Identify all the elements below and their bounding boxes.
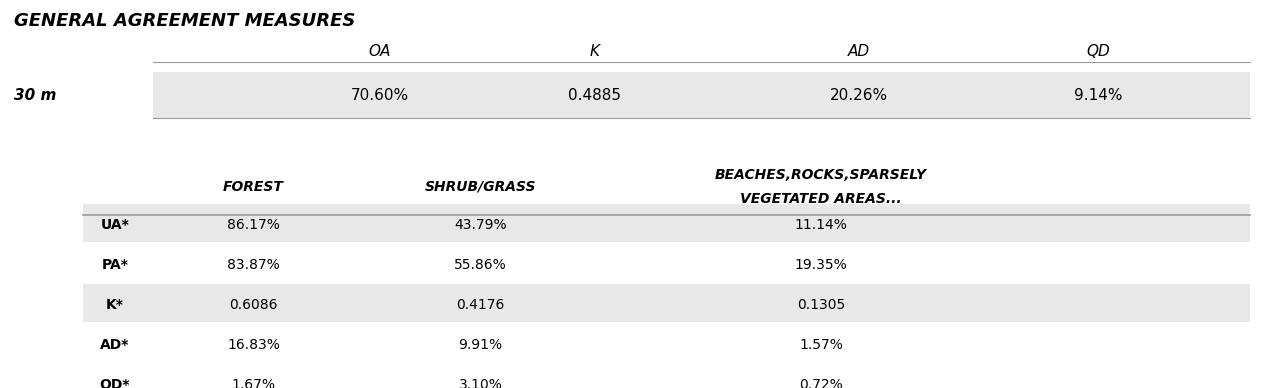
Text: 0.4176: 0.4176 <box>456 298 504 312</box>
Text: UA*: UA* <box>101 218 129 232</box>
FancyBboxPatch shape <box>83 364 1250 388</box>
Text: 3.10%: 3.10% <box>459 378 503 388</box>
Text: GENERAL AGREEMENT MEASURES: GENERAL AGREEMENT MEASURES <box>14 12 355 30</box>
Text: SHRUB/GRASS: SHRUB/GRASS <box>425 180 536 194</box>
Text: 0.72%: 0.72% <box>799 378 843 388</box>
Text: K*: K* <box>106 298 124 312</box>
Text: 0.6086: 0.6086 <box>229 298 278 312</box>
Text: 30 m: 30 m <box>14 88 57 103</box>
Text: 9.14%: 9.14% <box>1074 88 1122 103</box>
Text: QD: QD <box>1087 43 1111 59</box>
Text: AD: AD <box>848 43 870 59</box>
Text: BEACHES,ROCKS,SPARSELY: BEACHES,ROCKS,SPARSELY <box>715 168 928 182</box>
Text: 83.87%: 83.87% <box>228 258 281 272</box>
Text: 0.1305: 0.1305 <box>798 298 846 312</box>
Text: 0.4885: 0.4885 <box>568 88 621 103</box>
FancyBboxPatch shape <box>83 204 1250 242</box>
FancyBboxPatch shape <box>153 73 1250 118</box>
Text: PA*: PA* <box>101 258 129 272</box>
Text: 86.17%: 86.17% <box>228 218 281 232</box>
Text: 9.91%: 9.91% <box>459 338 503 352</box>
Text: VEGETATED AREAS...: VEGETATED AREAS... <box>741 192 902 206</box>
Text: 70.60%: 70.60% <box>350 88 408 103</box>
Text: QD*: QD* <box>100 378 130 388</box>
Text: AD*: AD* <box>100 338 130 352</box>
Text: 55.86%: 55.86% <box>454 258 507 272</box>
Text: 16.83%: 16.83% <box>228 338 281 352</box>
Text: 1.67%: 1.67% <box>231 378 276 388</box>
Text: 20.26%: 20.26% <box>830 88 889 103</box>
Text: 19.35%: 19.35% <box>795 258 848 272</box>
Text: FOREST: FOREST <box>224 180 284 194</box>
Text: K: K <box>589 43 599 59</box>
Text: 43.79%: 43.79% <box>454 218 507 232</box>
FancyBboxPatch shape <box>83 284 1250 322</box>
Text: 11.14%: 11.14% <box>795 218 848 232</box>
Text: OA: OA <box>369 43 391 59</box>
Text: 1.57%: 1.57% <box>799 338 843 352</box>
